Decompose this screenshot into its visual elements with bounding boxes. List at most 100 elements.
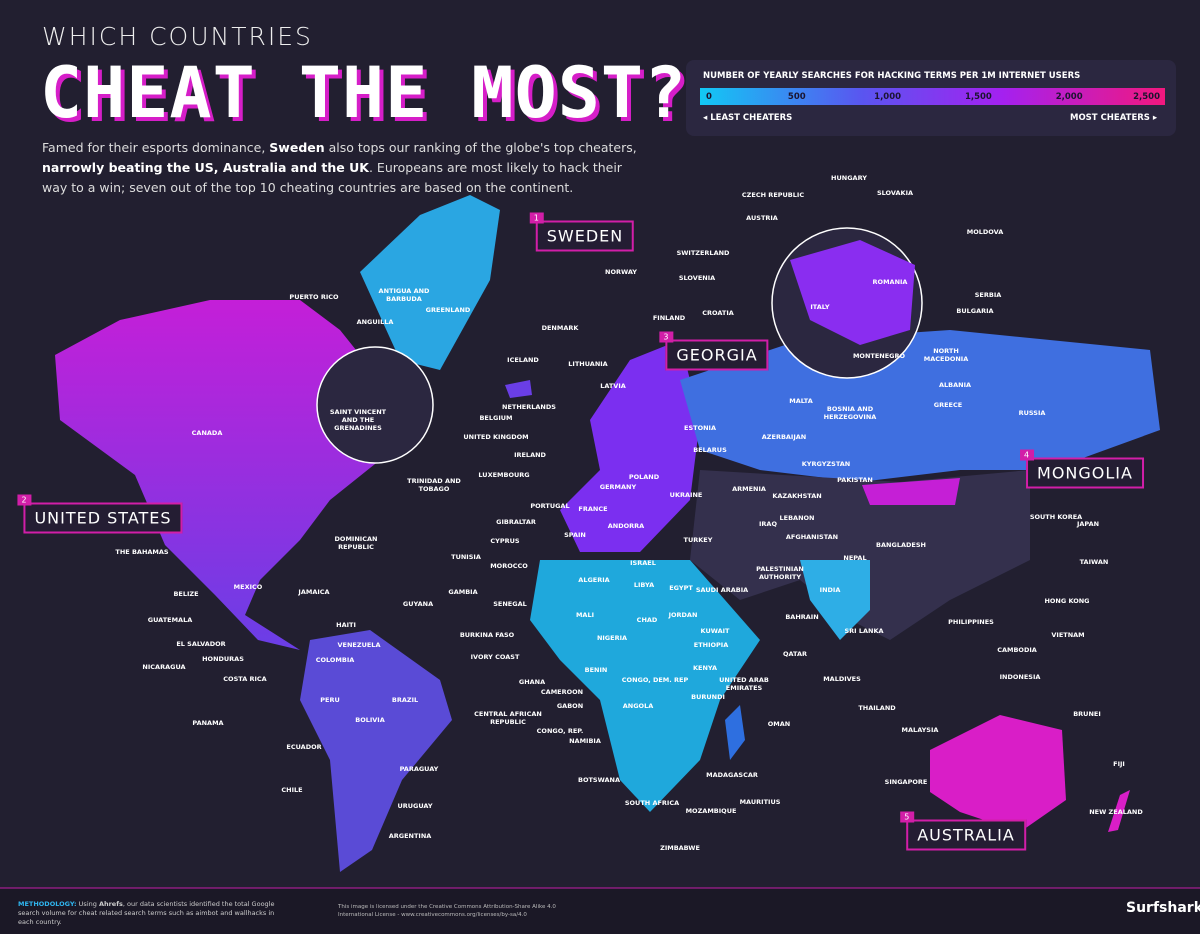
country-label: EGYPT	[669, 584, 693, 592]
country-label: NORWAY	[605, 268, 637, 276]
country-label: MOROCCO	[490, 562, 528, 570]
country-label: INDIA	[819, 586, 841, 594]
country-label: CAMBODIA	[997, 646, 1037, 654]
country-label: NAMIBIA	[569, 737, 601, 745]
country-label: BELIZE	[173, 590, 199, 598]
country-label: NORTH MACEDONIA	[923, 347, 969, 363]
country-label: CYPRUS	[490, 537, 520, 545]
africa	[530, 560, 760, 812]
country-label: JAMAICA	[298, 588, 330, 596]
legend-low-text: LEAST CHEATERS	[710, 113, 793, 123]
country-label: UNITED ARAB EMIRATES	[719, 676, 769, 692]
methodology: METHODOLOGY: Using Ahrefs, our data scie…	[18, 900, 288, 927]
country-label: BOLIVIA	[355, 716, 385, 724]
legend-tick-label: 2,000	[1055, 92, 1083, 102]
country-label: FRANCE	[578, 505, 608, 513]
country-label: CZECH REPUBLIC	[741, 191, 805, 199]
license: This image is licensed under the Creativ…	[338, 904, 556, 918]
country-label: ANTIGUA AND BARBUDA	[378, 287, 430, 303]
country-label: BAHRAIN	[785, 613, 819, 621]
kicker: WHICH COUNTRIES	[42, 22, 313, 51]
country-label: GREENLAND	[425, 306, 471, 314]
country-label: PORTUGAL	[530, 502, 570, 510]
country-label: INDONESIA	[999, 673, 1041, 681]
country-label: PHILIPPINES	[948, 618, 994, 626]
country-label: MADAGASCAR	[706, 771, 758, 779]
country-label: LIBYA	[633, 581, 655, 589]
rank-box: SWEDEN 1	[529, 212, 635, 252]
country-label: CANADA	[191, 429, 223, 437]
country-label: SLOVENIA	[678, 274, 716, 282]
country-label: NEW ZEALAND	[1089, 808, 1143, 816]
rank-number: 2	[17, 494, 32, 506]
country-label: TRINIDAD AND TOBAGO	[407, 477, 461, 493]
country-label: KENYA	[692, 664, 718, 672]
country-label: ZIMBABWE	[660, 844, 700, 852]
new-zealand	[1108, 790, 1130, 832]
country-label: EL SALVADOR	[176, 640, 226, 648]
inset-land	[790, 240, 915, 345]
russia	[680, 330, 1160, 482]
country-label: COSTA RICA	[223, 675, 267, 683]
country-label: GUYANA	[402, 600, 434, 608]
intro: Famed for their esports dominance, Swede…	[42, 138, 642, 198]
country-label: GIBRALTAR	[496, 518, 536, 526]
intro-text: Famed for their esports dominance,	[42, 140, 270, 155]
legend-tick-label: 2,500	[1133, 92, 1160, 102]
asia	[690, 470, 1030, 640]
country-label: POLAND	[628, 473, 660, 481]
country-label: OMAN	[767, 720, 791, 728]
methodology-bold: Ahrefs	[98, 900, 123, 908]
title: CHEAT THE MOST?	[40, 52, 688, 134]
country-label: VIETNAM	[1051, 631, 1085, 639]
country-label: LITHUANIA	[568, 360, 608, 368]
country-label: BOSNIA AND HERZEGOVINA	[823, 405, 877, 421]
rank-number: 1	[529, 212, 544, 224]
country-label: ALGERIA	[578, 576, 610, 584]
intro-bold: Sweden	[269, 140, 325, 155]
country-label: UNITED KINGDOM	[463, 433, 529, 441]
south-america	[300, 630, 452, 872]
country-label: PAKISTAN	[837, 476, 873, 484]
country-label: NETHERLANDS	[502, 403, 556, 411]
country-label: CROATIA	[702, 309, 734, 317]
country-label: BRUNEI	[1073, 710, 1101, 718]
country-label: ETHIOPIA	[693, 641, 729, 649]
country-label: GERMANY	[599, 483, 637, 491]
rank-box: AUSTRALIA 5	[900, 811, 1026, 851]
country-label: MALAYSIA	[901, 726, 939, 734]
country-label: MALDIVES	[823, 675, 861, 683]
country-label: SOUTH KOREA	[1029, 513, 1083, 521]
country-label: GAMBIA	[448, 588, 478, 596]
iceland	[505, 380, 532, 398]
land	[55, 195, 1160, 872]
country-label: BURUNDI	[691, 693, 725, 701]
country-label: RUSSIA	[1018, 409, 1046, 417]
country-label: LUXEMBOURG	[478, 471, 530, 479]
country-label: SAINT VINCENT AND THE GRENADINES	[329, 408, 387, 432]
country-label: AFGHANISTAN	[785, 533, 839, 541]
country-label: LATVIA	[600, 382, 626, 390]
country-label: TUNISIA	[451, 553, 481, 561]
country-label: GHANA	[518, 678, 546, 686]
intro-text: . Europeans are most likely to hack thei…	[42, 160, 622, 195]
country-label: DENMARK	[541, 324, 579, 332]
country-label: CENTRAL AFRICAN REPUBLIC	[474, 710, 542, 726]
country-label: MAURITIUS	[739, 798, 781, 806]
country-label: ANGUILLA	[356, 318, 394, 326]
country-label: MALI	[575, 611, 595, 619]
country-label: PUERTO RICO	[289, 293, 339, 301]
country-label: IRAQ	[759, 520, 777, 528]
intro-bold: narrowly beating the US, Australia and t…	[42, 160, 369, 175]
country-label: SRI LANKA	[844, 627, 884, 635]
legend-tick-label: 0	[706, 92, 712, 102]
country-label: PALESTINIAN AUTHORITY	[756, 565, 804, 581]
rank-box: UNITED STATES 2	[17, 494, 183, 534]
rank-box: MONGOLIA 4	[1020, 449, 1144, 489]
country-label: FINLAND	[652, 314, 686, 322]
caribbean-inset	[316, 346, 434, 464]
country-label: MOLDOVA	[966, 228, 1004, 236]
country-label: MONTENEGRO	[852, 352, 906, 360]
country-label: GUATEMALA	[147, 616, 193, 624]
country-label: SLOVAKIA	[876, 189, 914, 197]
